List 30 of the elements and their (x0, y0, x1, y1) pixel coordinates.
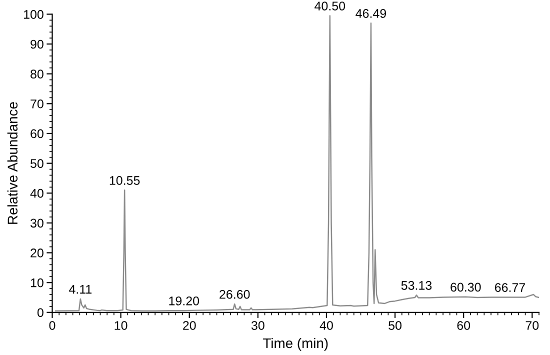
annotation: 60.30 (450, 282, 481, 292)
y-tick-label: 20 (30, 248, 44, 258)
y-tick-label: 40 (30, 188, 44, 198)
y-tick-label: 0 (37, 308, 44, 318)
y-tick-label: 50 (30, 159, 44, 168)
x-tick-label: 40 (320, 321, 333, 330)
x-tick-label: 30 (251, 321, 264, 330)
annotation: 10.55 (110, 176, 140, 185)
annotation: 46.49 (356, 9, 386, 18)
x-tick-label: 70 (526, 321, 539, 330)
annotation: 26.60 (220, 290, 250, 299)
annotation: 40.50 (314, 2, 346, 10)
y-axis-title: Relative Abundance (7, 102, 18, 224)
x-tick-label: 0 (49, 321, 56, 330)
annotation: 19.20 (169, 296, 200, 306)
y-tick-label: 90 (30, 40, 44, 49)
annotation: 4.11 (69, 285, 92, 294)
x-tick-label: 20 (183, 321, 196, 330)
y-tick-label: 60 (30, 129, 44, 138)
y-tick-label: 100 (24, 10, 44, 19)
y-tick-label: 30 (30, 218, 44, 228)
x-tick-label: 50 (388, 321, 402, 330)
x-tick-label: 10 (114, 321, 128, 330)
annotation: 66.77 (494, 283, 526, 292)
y-tick-label: 10 (30, 278, 44, 288)
x-tick-label: 60 (457, 321, 470, 330)
annotation: 53.13 (401, 281, 432, 290)
y-tick-label: 70 (30, 99, 44, 108)
x-axis-title: Time (min) (263, 338, 328, 351)
y-tick-label: 80 (30, 70, 44, 78)
